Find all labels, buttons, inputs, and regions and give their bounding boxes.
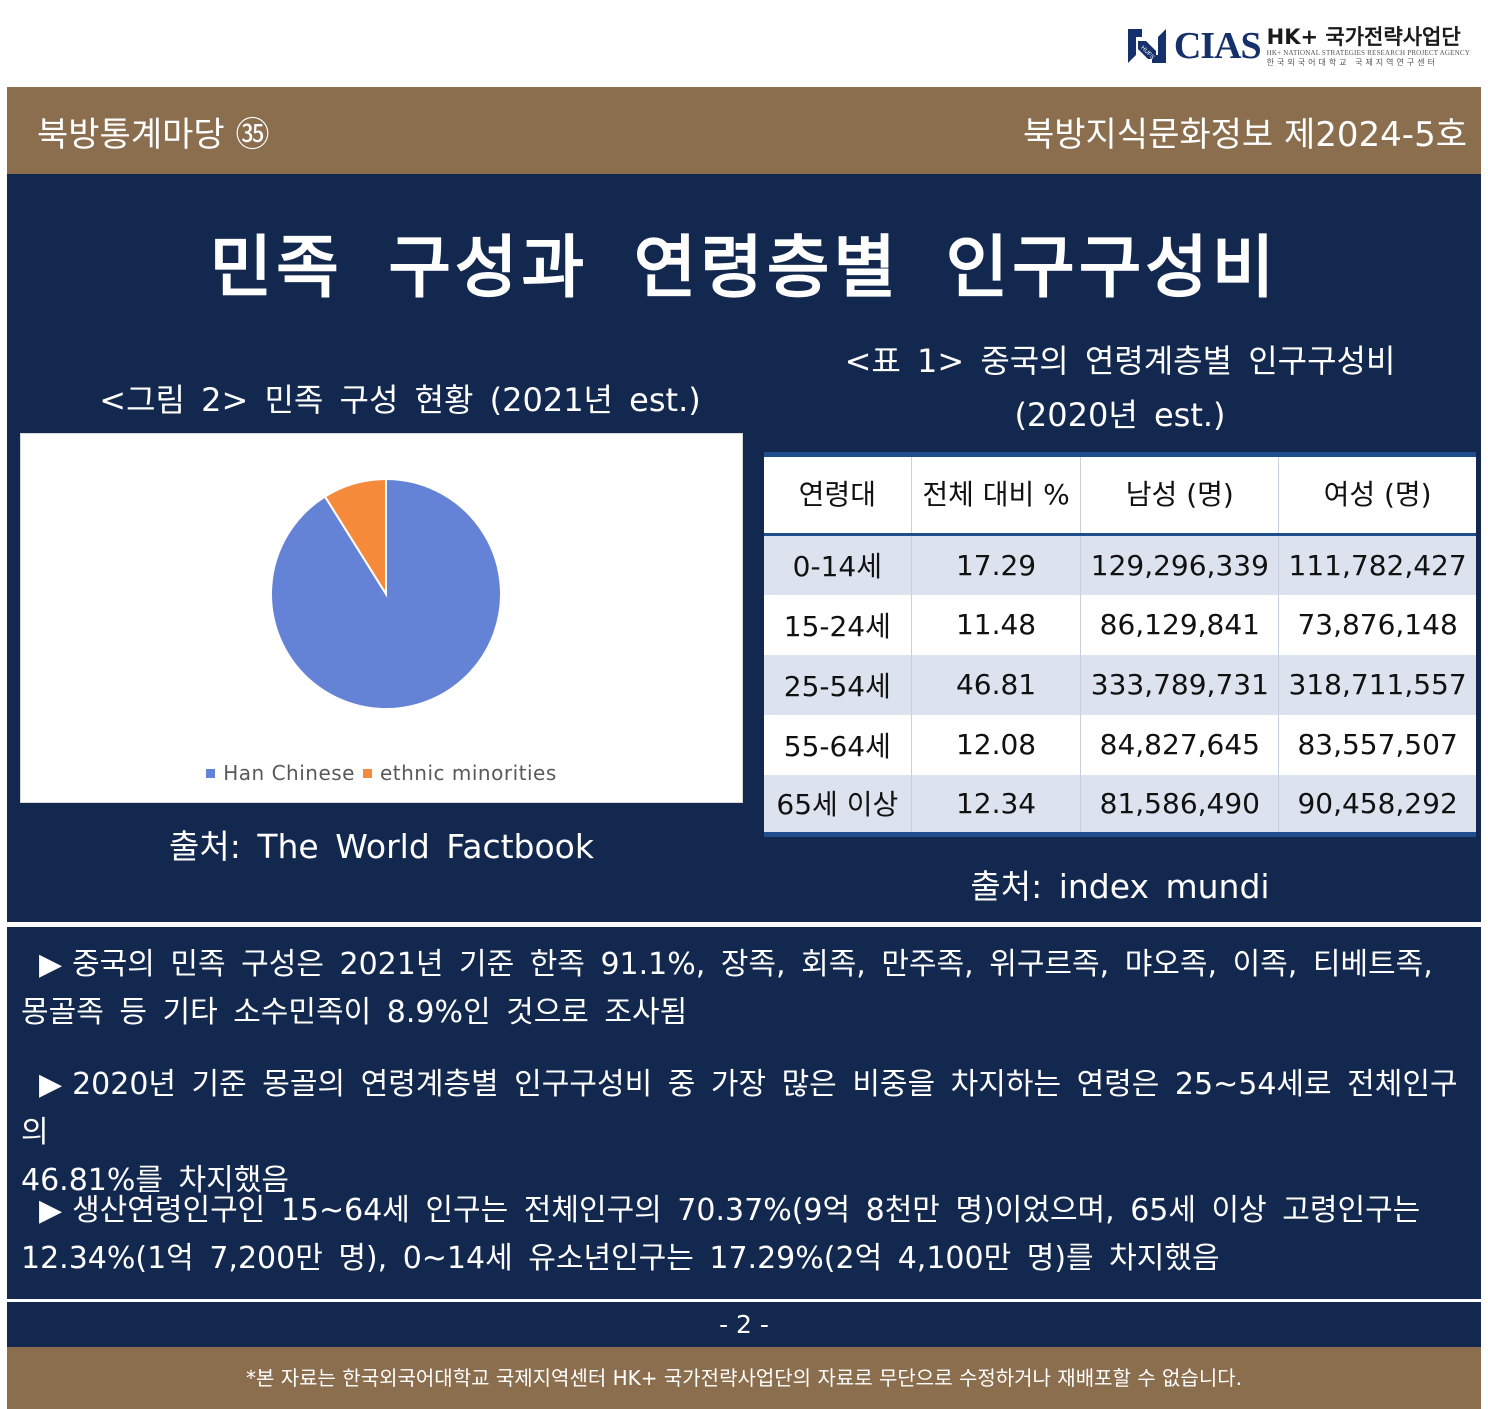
chart-legend: Han Chinese ethnic minorities	[21, 761, 742, 785]
cell-female: 90,458,292	[1278, 774, 1476, 837]
issue-label: 북방지식문화정보 제2024-5호	[1022, 115, 1467, 155]
legend-item-han: Han Chinese	[206, 761, 355, 785]
header-percent: 전체 대비 %	[910, 452, 1081, 536]
cell-female: 83,557,507	[1278, 714, 1476, 775]
cell-male: 81,586,490	[1080, 774, 1279, 837]
note-text-cont: 12.34%(1억 7,200만 명), 0~14세 유소년인구는 17.29%…	[21, 1241, 1220, 1276]
logo-subtitle-ko: 한국외국어대학교 국제지역연구센터	[1266, 57, 1438, 67]
main-panel: 민족 구성과 연령층별 인구구성비 <그림 2> 민족 구성 현황 (2021년…	[7, 174, 1481, 922]
triangle-bullet-icon: ▶	[39, 1193, 63, 1228]
table-row: 0-14세 17.29 129,296,339 111,782,427	[764, 534, 1476, 595]
cell-female: 111,782,427	[1278, 534, 1476, 595]
logo-title: HK+ 국가전략사업단	[1266, 24, 1461, 49]
table-source: 출처: index mundi	[970, 867, 1270, 906]
note-item: ▶ 중국의 민족 구성은 2021년 기준 한족 91.1%, 장족, 회족, 만…	[21, 941, 1466, 1037]
cell-age: 65세 이상	[764, 774, 912, 837]
triangle-bullet-icon: ▶	[39, 1067, 63, 1102]
page-number: - 2 -	[7, 1302, 1481, 1347]
pie-slice-han-chinese	[270, 477, 502, 710]
legend-label-han: Han Chinese	[223, 761, 355, 785]
copyright-notice: *본 자료는 한국외국어대학교 국제지역센터 HK+ 국가전략사업단의 자료로 …	[245, 1366, 1242, 1390]
cell-male: 129,296,339	[1080, 534, 1279, 595]
logo-subtitle-en: HK+ NATIONAL STRATEGIES RESEARCH PROJECT…	[1266, 48, 1470, 57]
legend-label-minorities: ethnic minorities	[379, 761, 557, 785]
svg-text:HUFS: HUFS	[1139, 45, 1155, 61]
note-text: 생산연령인구인 15~64세 인구는 전체인구의 70.37%(9억 8천만 명…	[72, 1193, 1421, 1228]
cell-percent: 12.08	[910, 714, 1081, 775]
note-text-cont: 46.81%를 차지했음	[21, 1163, 289, 1198]
cell-age: 15-24세	[783, 609, 891, 643]
triangle-bullet-icon: ▶	[39, 947, 63, 982]
figure-caption: <그림 2> 민족 구성 현황 (2021년 est.)	[99, 381, 701, 419]
cell-age: 55-64세	[783, 729, 891, 763]
table-row: 25-54세 46.81 333,789,731 318,711,557	[764, 654, 1476, 715]
table-row: 15-24세 11.48 86,129,841 73,876,148	[764, 594, 1476, 655]
cell-male: 84,827,645	[1080, 714, 1279, 775]
table-row: 65세 이상 12.34 81,586,490 90,458,292	[764, 774, 1476, 837]
legend-item-minorities: ethnic minorities	[362, 761, 557, 785]
pie-chart: Han Chinese ethnic minorities	[20, 433, 743, 803]
table-header-row: 연령대 전체 대비 % 남성 (명) 여성 (명)	[764, 452, 1476, 536]
header-age: 연령대	[764, 452, 912, 536]
note-item: ▶ 생산연령인구인 15~64세 인구는 전체인구의 70.37%(9억 8천만 …	[21, 1187, 1466, 1283]
table-caption-line2: (2020년 est.)	[1014, 396, 1226, 434]
pie-chart-svg	[270, 477, 502, 710]
note-text: 중국의 민족 구성은 2021년 기준 한족 91.1%, 장족, 회족, 만주…	[72, 947, 1433, 982]
header-male: 남성 (명)	[1080, 452, 1279, 536]
table-caption: <표 1> 중국의 연령계층별 인구구성비 (2020년 est.)	[764, 334, 1476, 442]
header-female: 여성 (명)	[1278, 452, 1476, 536]
pie-slice-ethnic-minorities	[323, 477, 387, 598]
cell-male: 333,789,731	[1080, 654, 1279, 715]
series-label: 북방통계마당 ㉟	[37, 115, 270, 155]
cias-logo: HUFS CIAS HK+ 국가전략사업단 HK+ NATIONAL STRAT…	[1124, 18, 1470, 74]
hufs-emblem-icon: HUFS	[1124, 23, 1170, 69]
note-item: ▶ 2020년 기준 몽골의 연령계층별 인구구성비 중 가장 많은 비중을 차지…	[21, 1061, 1466, 1205]
figure-source: 출처: The World Factbook	[169, 827, 594, 866]
cell-age: 25-54세	[783, 669, 891, 703]
cell-female: 318,711,557	[1278, 654, 1476, 715]
cell-percent: 46.81	[910, 654, 1081, 715]
footer-band: *본 자료는 한국외국어대학교 국제지역센터 HK+ 국가전략사업단의 자료로 …	[7, 1347, 1481, 1409]
table-row: 55-64세 12.08 84,827,645 83,557,507	[764, 714, 1476, 775]
page-title: 민족 구성과 연령층별 인구구성비	[209, 229, 1279, 308]
note-text: 2020년 기준 몽골의 연령계층별 인구구성비 중 가장 많은 비중을 차지하…	[21, 1067, 1458, 1150]
notes-panel: ▶ 중국의 민족 구성은 2021년 기준 한족 91.1%, 장족, 회족, 만…	[7, 927, 1481, 1299]
cell-percent: 17.29	[910, 534, 1081, 595]
table-caption-line1: <표 1> 중국의 연령계층별 인구구성비	[844, 342, 1396, 380]
cell-age: 0-14세	[792, 550, 882, 584]
cell-female: 73,876,148	[1278, 594, 1476, 655]
cell-male: 86,129,841	[1080, 594, 1279, 655]
logo-brand: CIAS	[1173, 25, 1262, 67]
population-table: 연령대 전체 대비 % 남성 (명) 여성 (명) 0-14세 17.29 12…	[764, 452, 1476, 837]
header-band: 북방통계마당 ㉟ 북방지식문화정보 제2024-5호	[7, 87, 1481, 174]
note-text-cont: 몽골족 등 기타 소수민족이 8.9%인 것으로 조사됨	[21, 995, 688, 1030]
cell-percent: 11.48	[910, 594, 1081, 655]
cell-percent: 12.34	[910, 774, 1081, 837]
legend-swatch-han	[206, 768, 216, 778]
legend-swatch-minorities	[362, 768, 372, 778]
